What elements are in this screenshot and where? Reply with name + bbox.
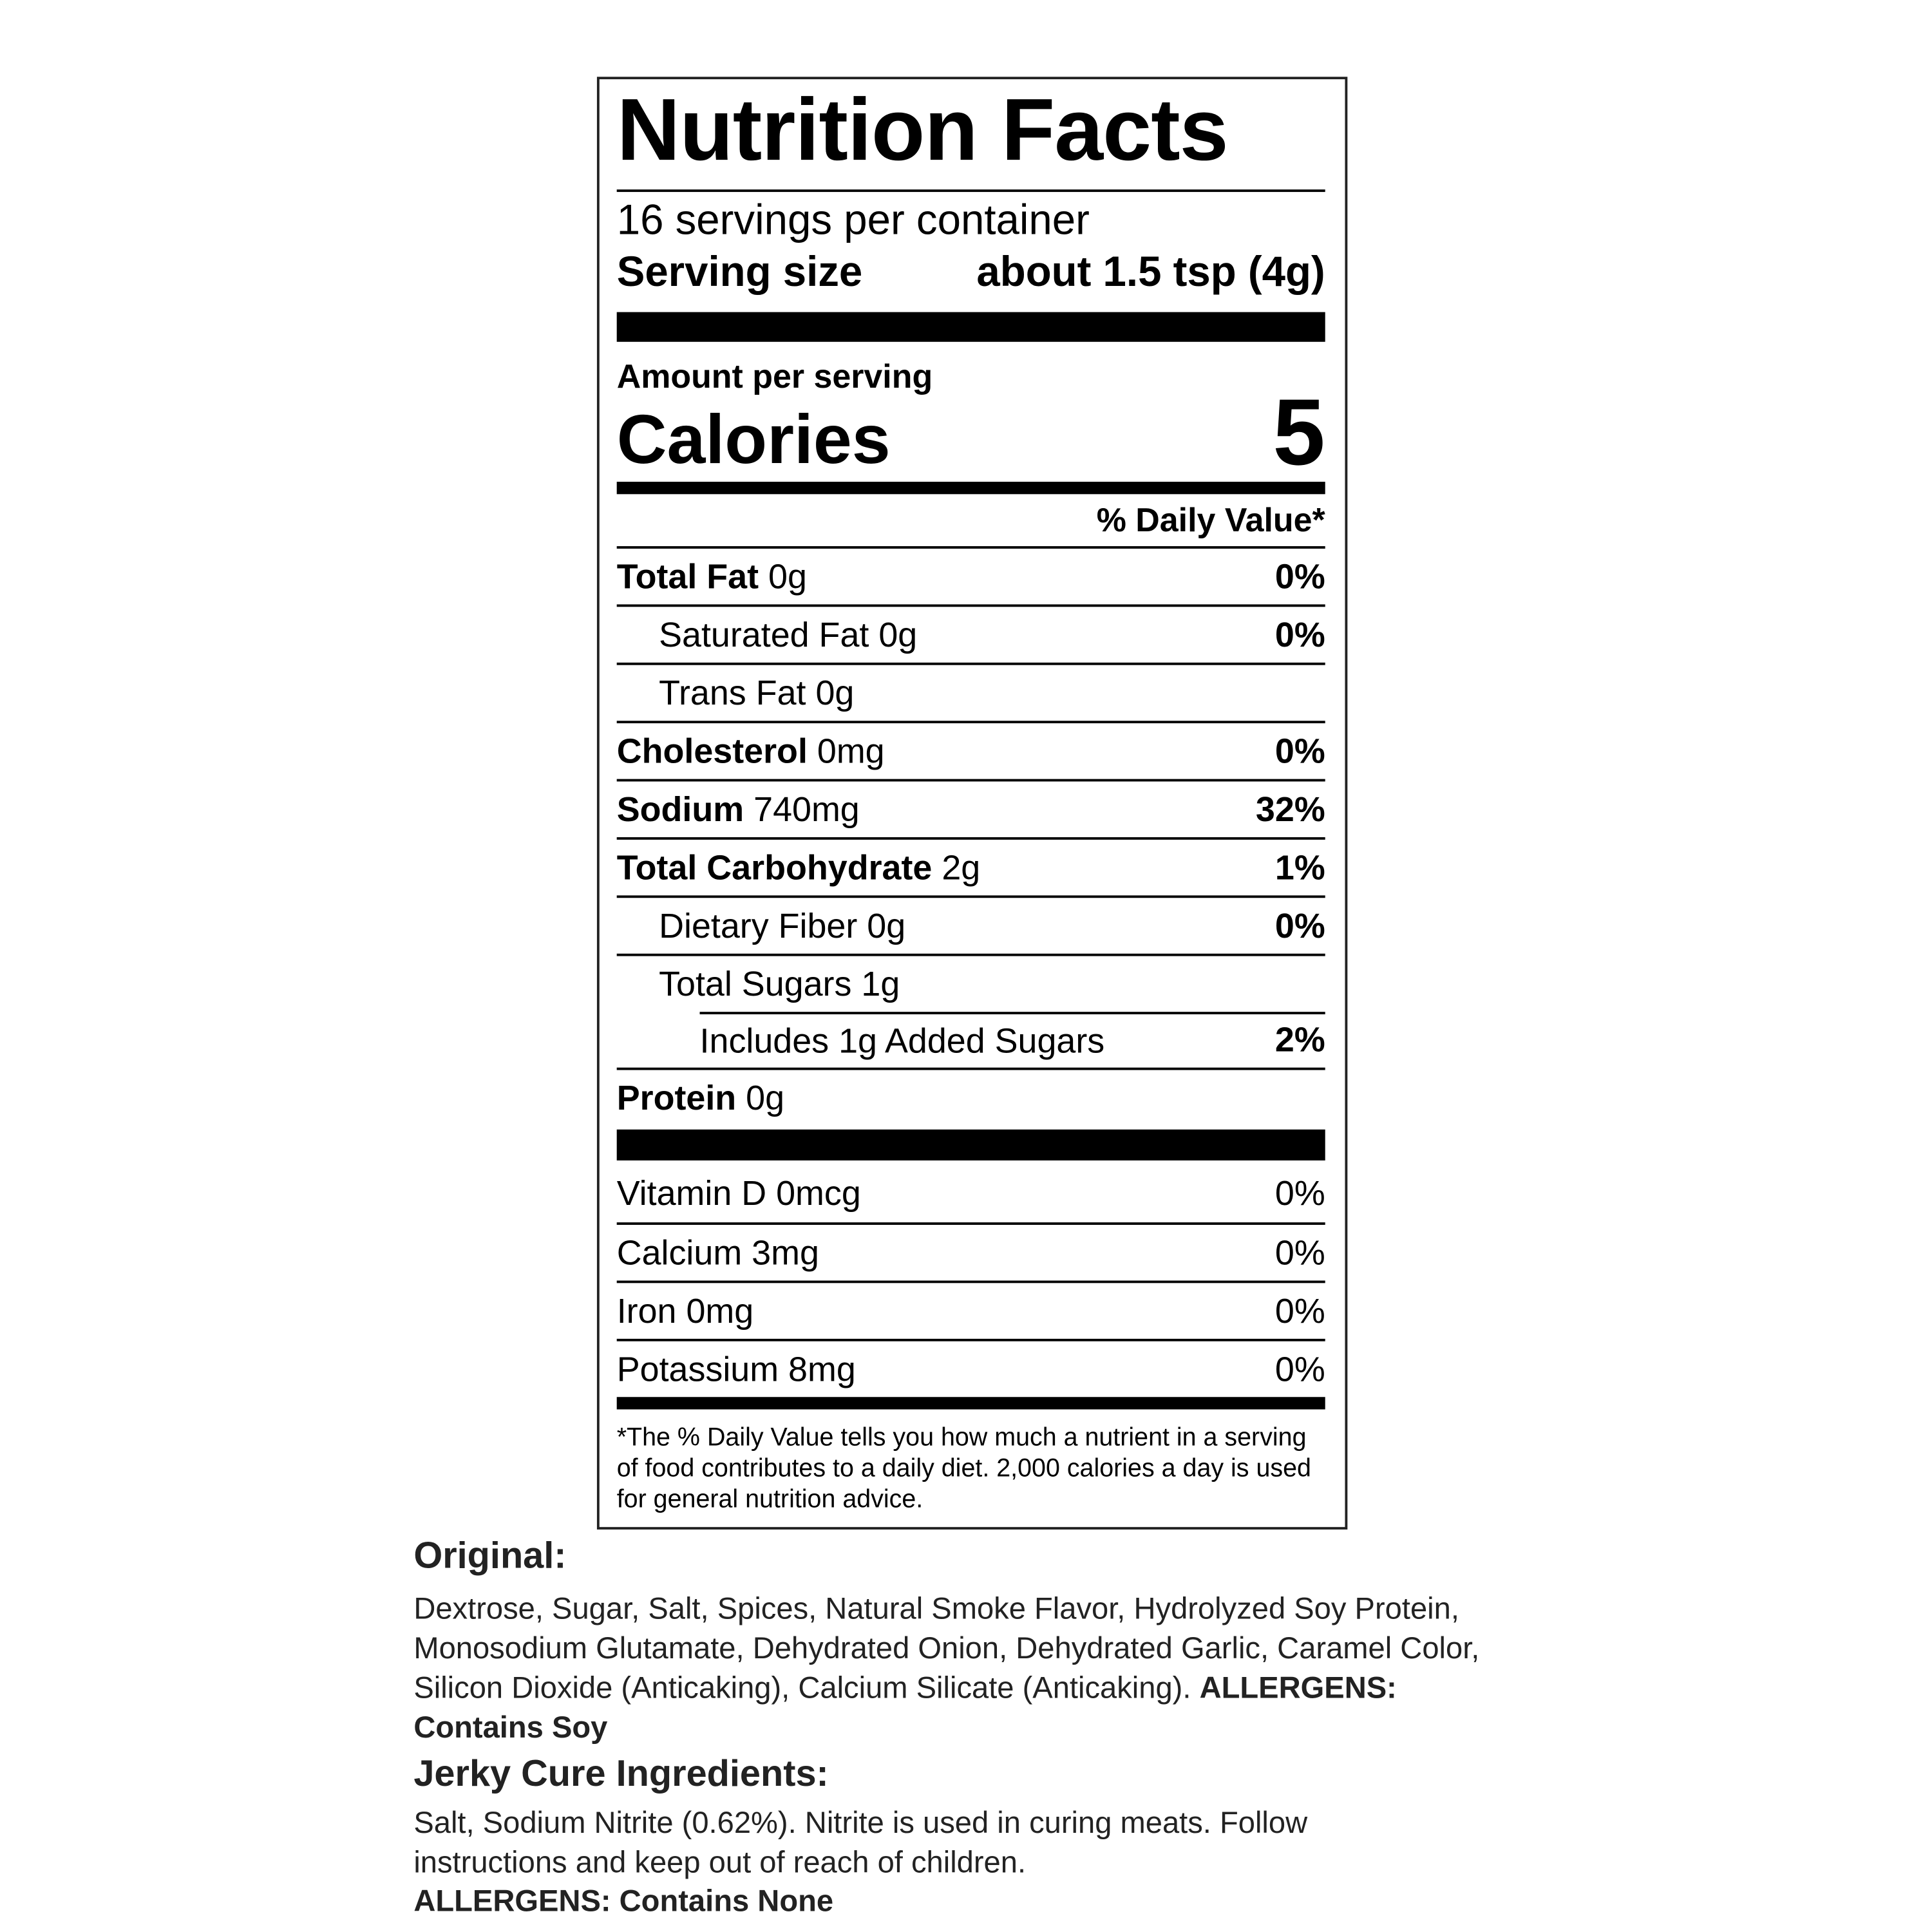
- serving-size-label: Serving size: [616, 249, 863, 296]
- nutrient-amount: 0g: [768, 556, 807, 596]
- nutrient-dv: 32%: [1255, 789, 1325, 828]
- nutrient-row-sodium: Sodium 740mg 32%: [616, 779, 1325, 837]
- nutrient-name: Total Carbohydrate: [616, 848, 933, 886]
- original-heading: Original:: [413, 1535, 567, 1577]
- serving-size-value: about 1.5 tsp (4g): [976, 249, 1325, 296]
- nutrient-name: Dietary Fiber: [659, 905, 858, 945]
- nutrient-row-total-carbohydrate: Total Carbohydrate 2g 1%: [616, 837, 1325, 895]
- nutrient-row-trans-fat: Trans Fat 0g: [616, 662, 1325, 721]
- nutrient-name: Total Sugars: [659, 964, 852, 1003]
- vitamin-dv: 0%: [1274, 1349, 1325, 1388]
- calories-label: Calories: [616, 400, 891, 478]
- nutrient-name: Cholesterol: [616, 731, 808, 770]
- medium-divider: [616, 482, 1325, 495]
- servings-per-container: 16 servings per container: [616, 196, 1090, 244]
- amount-per-serving: Amount per serving: [616, 357, 933, 395]
- nutrient-name: Saturated Fat: [659, 614, 869, 654]
- vitamin-row: Vitamin D 0mcg 0%: [617, 1164, 1325, 1222]
- nutrient-dv: 0%: [1274, 731, 1325, 770]
- nutrient-name: Total Fat: [616, 556, 759, 596]
- panel-title: Nutrition Facts: [616, 81, 1229, 180]
- nutrition-facts-panel: [596, 77, 1348, 1530]
- nutrient-row-total-fat: Total Fat 0g 0%: [616, 546, 1325, 604]
- thick-divider: [616, 1129, 1325, 1160]
- nutrient-dv: 0%: [1274, 905, 1325, 945]
- calories-value: 5: [1273, 380, 1325, 486]
- medium-divider: [616, 1397, 1325, 1410]
- nutrient-name: Protein: [616, 1079, 737, 1117]
- vitamin-dv: 0%: [1274, 1233, 1325, 1272]
- nutrient-row-cholesterol: Cholesterol 0mg 0%: [616, 721, 1325, 779]
- nutrient-list: Total Fat 0g 0% Saturated Fat 0g 0% Trans …: [616, 546, 1325, 1127]
- daily-value-header: % Daily Value*: [1096, 501, 1325, 539]
- divider: [616, 189, 1325, 193]
- nutrient-amount: 2g: [942, 848, 981, 886]
- nutrient-row-dietary-fiber: Dietary Fiber 0g 0%: [616, 895, 1325, 953]
- vitamin-dv: 0%: [1274, 1291, 1325, 1330]
- nutrient-amount: 1g: [861, 964, 900, 1003]
- vitamin-text: Calcium 3mg: [616, 1233, 819, 1272]
- original-allergens: ALLERGENS: Contains Soy: [413, 1672, 1397, 1745]
- daily-value-footnote: *The % Daily Value tells you how much a …: [616, 1423, 1311, 1514]
- nutrient-dv: 2%: [1274, 1019, 1325, 1059]
- serving-size: Serving size about 1.5 tsp (4g): [617, 247, 1325, 299]
- nutrient-dv: 0%: [1274, 614, 1325, 654]
- nutrient-dv: 0%: [1274, 556, 1325, 596]
- nutrient-row-total-sugars: Total Sugars 1g: [616, 953, 1325, 1012]
- vitamin-row: Iron 0mg 0%: [616, 1280, 1325, 1338]
- nutrient-amount: 0g: [815, 673, 855, 712]
- nutrient-amount: 0mg: [817, 731, 885, 770]
- nutrient-row-added-sugars: Includes 1g Added Sugars 2%: [617, 1012, 1325, 1068]
- cure-ingredients: Salt, Sodium Nitrite (0.62%). Nitrite is…: [413, 1806, 1308, 1880]
- nutrient-row-saturated-fat: Saturated Fat 0g 0%: [616, 604, 1325, 662]
- cure-allergens: ALLERGENS: Contains None: [413, 1884, 834, 1918]
- nutrient-name: Sodium: [616, 789, 744, 828]
- nutrient-amount: 0g: [746, 1079, 785, 1117]
- original-ingredients: Dextrose, Sugar, Salt, Spices, Natural S…: [413, 1590, 1491, 1748]
- vitamin-text: Potassium 8mg: [616, 1349, 856, 1388]
- vitamin-list: Vitamin D 0mcg 0% Calcium 3mg 0% Iron 0mg 0…: [616, 1164, 1325, 1397]
- thick-divider: [616, 312, 1325, 342]
- vitamin-row: Potassium 8mg 0%: [616, 1338, 1325, 1397]
- cure-heading: Jerky Cure Ingredients:: [413, 1754, 829, 1795]
- nutrient-dv: 1%: [1274, 848, 1325, 886]
- nutrient-row-protein: Protein 0g: [616, 1067, 1325, 1127]
- original-ingredients-text: Dextrose, Sugar, Salt, Spices, Natural S…: [413, 1593, 1480, 1706]
- nutrient-amount: 0g: [867, 905, 906, 945]
- vitamin-dv: 0%: [1274, 1173, 1325, 1212]
- nutrient-amount: 0g: [878, 614, 918, 654]
- calories-row: Calories 5: [616, 386, 1325, 481]
- vitamin-text: Iron 0mg: [616, 1291, 754, 1330]
- divider: [699, 1012, 1325, 1015]
- vitamin-row: Calcium 3mg 0%: [616, 1222, 1325, 1280]
- nutrient-name: Includes 1g Added Sugars: [699, 1021, 1105, 1060]
- nutrient-name: Trans Fat: [659, 673, 806, 712]
- nutrient-amount: 740mg: [753, 789, 860, 828]
- vitamin-text: Vitamin D 0mcg: [616, 1173, 861, 1212]
